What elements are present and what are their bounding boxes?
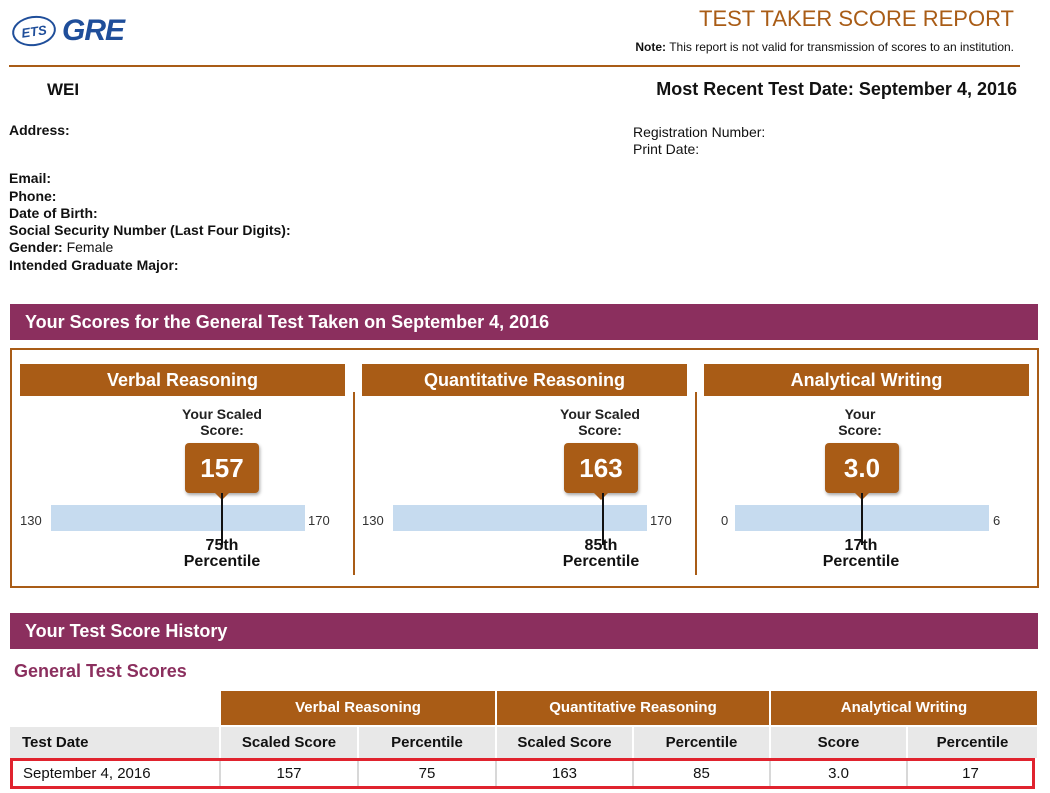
gender-field: Gender: Female (9, 239, 113, 255)
col-quant-percentile: Percentile (634, 727, 771, 758)
gender-value: Female (66, 239, 114, 255)
ets-logo-icon: ETS (10, 13, 58, 49)
verbal-score-label: Your Scaled Score: (172, 406, 272, 438)
ssn-label: Social Security Number (Last Four Digits… (9, 222, 291, 238)
scores-section-title: Your Scores for the General Test Taken o… (10, 304, 1038, 340)
writing-min-label: 0 (721, 513, 729, 528)
history-cell-verbal-percentile: 75 (359, 760, 497, 787)
history-group-writing: Analytical Writing (771, 691, 1037, 725)
quant-min-label: 130 (362, 513, 384, 528)
quant-percentile: 85th Percentile (541, 538, 661, 570)
report-note-text: This report is not valid for transmissio… (669, 40, 1014, 54)
quant-score-panel: Quantitative Reasoning Your Scaled Score… (355, 350, 695, 586)
test-taker-name: WEI (47, 80, 80, 99)
score-panels: Verbal Reasoning Your Scaled Score: 157 … (10, 348, 1039, 588)
col-verbal-scaled: Scaled Score (221, 727, 359, 758)
report-title: TEST TAKER SCORE REPORT (699, 6, 1014, 31)
verbal-score-label-line2: Score: (200, 422, 244, 438)
verbal-percentile-word: Percentile (183, 553, 261, 570)
quant-score-marker (601, 493, 604, 545)
ets-gre-logo: ETS GRE (10, 13, 125, 49)
verbal-score-panel: Verbal Reasoning Your Scaled Score: 157 … (12, 350, 353, 586)
writing-score-label-line2: Score: (838, 422, 882, 438)
gender-label: Gender: (9, 239, 63, 255)
col-quant-scaled: Scaled Score (497, 727, 634, 758)
general-test-scores-heading: General Test Scores (14, 661, 187, 681)
quant-score-bar (393, 505, 647, 531)
history-cell-verbal-scaled: 157 (221, 760, 359, 787)
quant-max-label: 170 (650, 513, 672, 528)
writing-percentile-word: Percentile (822, 553, 900, 570)
col-test-date: Test Date (10, 727, 221, 758)
col-writing-percentile: Percentile (908, 727, 1037, 758)
dob-label: Date of Birth: (9, 205, 98, 221)
gre-logo-text: GRE (62, 14, 125, 47)
registration-number-label: Registration Number: (633, 124, 766, 140)
writing-score-value: 3.0 (825, 443, 899, 500)
history-cell-quant-percentile: 85 (634, 760, 771, 787)
verbal-panel-title: Verbal Reasoning (20, 364, 345, 396)
panel-divider (353, 392, 355, 575)
quant-panel-title: Quantitative Reasoning (362, 364, 687, 396)
quant-score-label-line2: Score: (578, 422, 622, 438)
verbal-score-bar (51, 505, 305, 531)
writing-score-marker (861, 493, 863, 545)
email-label: Email: (9, 170, 52, 186)
verbal-score-value: 157 (185, 443, 259, 500)
writing-percentile: 17th Percentile (801, 538, 921, 570)
history-group-verbal: Verbal Reasoning (221, 691, 495, 725)
row-highlight-box (10, 758, 1035, 789)
report-note: Note: This report is not valid for trans… (635, 40, 1014, 54)
writing-score-label-line1: Your (844, 406, 876, 422)
most-recent-test-date: Most Recent Test Date: September 4, 2016 (656, 79, 1017, 99)
history-cell-writing-score: 3.0 (771, 760, 908, 787)
print-date-label: Print Date: (633, 141, 700, 157)
verbal-score-marker (221, 493, 224, 545)
history-cell-date: September 4, 2016 (14, 760, 221, 787)
col-verbal-percentile: Percentile (359, 727, 497, 758)
address-label: Address: (9, 122, 70, 138)
history-cell-quant-scaled: 163 (497, 760, 634, 787)
verbal-score-label-line1: Your Scaled (182, 406, 262, 422)
writing-score-panel: Analytical Writing Your Score: 3.0 0 6 1… (697, 350, 1037, 586)
writing-percentile-value: 17th (844, 537, 878, 554)
panel-divider (695, 392, 697, 575)
major-label: Intended Graduate Major: (9, 257, 179, 273)
header-divider (9, 65, 1020, 67)
phone-label: Phone: (9, 188, 57, 204)
verbal-percentile-value: 75th (205, 537, 239, 554)
quant-percentile-word: Percentile (562, 553, 640, 570)
writing-max-label: 6 (993, 513, 1001, 528)
history-group-quant: Quantitative Reasoning (497, 691, 769, 725)
quant-score-label: Your Scaled Score: (550, 406, 650, 438)
writing-score-label: Your Score: (810, 406, 910, 438)
quant-score-label-line1: Your Scaled (560, 406, 640, 422)
verbal-percentile: 75th Percentile (162, 538, 282, 570)
verbal-min-label: 130 (20, 513, 42, 528)
col-writing-score: Score (771, 727, 908, 758)
verbal-max-label: 170 (308, 513, 330, 528)
history-section-title: Your Test Score History (10, 613, 1038, 649)
quant-percentile-value: 85th (584, 537, 618, 554)
writing-panel-title: Analytical Writing (704, 364, 1029, 396)
report-note-label: Note: (635, 40, 667, 54)
history-cell-writing-percentile: 17 (962, 765, 979, 782)
quant-score-value: 163 (564, 443, 638, 500)
